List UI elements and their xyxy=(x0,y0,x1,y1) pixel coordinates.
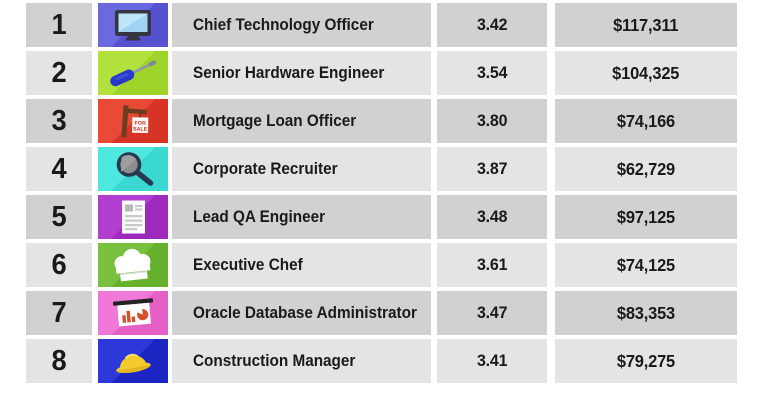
rank-cell: 8 xyxy=(26,339,92,383)
rank-number: 5 xyxy=(51,200,67,233)
rating-cell: 3.48 xyxy=(437,195,547,239)
job-title-cell: Oracle Database Administrator xyxy=(172,291,431,335)
table-row: 3 FOR SALE Mortgage Loan Officer 3.80 $74,… xyxy=(26,99,737,143)
job-title-cell: Corporate Recruiter xyxy=(172,147,431,191)
rating-value: 3.87 xyxy=(476,159,508,178)
salary-value: $74,166 xyxy=(616,110,676,131)
chef-hat-icon xyxy=(98,243,168,287)
rating-value: 3.41 xyxy=(476,351,508,370)
salary-cell: $79,275 xyxy=(555,339,737,383)
table-row: 8 Construction Manager 3.41 $79,275 xyxy=(26,339,737,383)
table-row: 7 Oracle Database Administrator 3.47 $83,3… xyxy=(26,291,737,335)
table-row: 2 Senior Hardware Engineer 3.54 $104,325 xyxy=(26,51,737,95)
svg-text:FOR: FOR xyxy=(134,121,146,127)
job-title-cell: Chief Technology Officer xyxy=(172,3,431,47)
rank-number: 6 xyxy=(51,248,67,281)
rating-cell: 3.87 xyxy=(437,147,547,191)
screwdriver-icon xyxy=(98,51,168,95)
job-title-cell: Mortgage Loan Officer xyxy=(172,99,431,143)
table-row: 6 Executive Chef 3.61 $74,125 xyxy=(26,243,737,287)
rank-number: 3 xyxy=(51,104,67,137)
job-title-cell: Senior Hardware Engineer xyxy=(172,51,431,95)
rating-value: 3.48 xyxy=(476,207,508,226)
table-row: 4 Corporate Recruiter 3.87 $62,729 xyxy=(26,147,737,191)
rating-value: 3.47 xyxy=(476,303,508,322)
rank-number: 7 xyxy=(51,296,67,329)
salary-cell: $83,353 xyxy=(555,291,737,335)
table-row: 5 Lead QA Engineer 3.48 $97,125 xyxy=(26,195,737,239)
for-sale-sign-icon: FOR SALE xyxy=(98,99,168,143)
salary-value: $117,311 xyxy=(613,14,679,35)
job-title: Oracle Database Administrator xyxy=(193,303,417,322)
rating-cell: 3.61 xyxy=(437,243,547,287)
job-title: Corporate Recruiter xyxy=(193,159,338,178)
rank-cell: 5 xyxy=(26,195,92,239)
rank-cell: 4 xyxy=(26,147,92,191)
salary-value: $83,353 xyxy=(616,302,676,323)
rating-value: 3.61 xyxy=(476,255,508,274)
rating-cell: 3.47 xyxy=(437,291,547,335)
magnifier-icon xyxy=(98,147,168,191)
job-title: Senior Hardware Engineer xyxy=(193,63,385,82)
salary-value: $97,125 xyxy=(616,206,676,227)
job-title-cell: Executive Chef xyxy=(172,243,431,287)
salary-value: $74,125 xyxy=(616,254,676,275)
rank-number: 1 xyxy=(51,8,67,41)
monitor-icon xyxy=(98,3,168,47)
rating-cell: 3.42 xyxy=(437,3,547,47)
rank-number: 2 xyxy=(51,56,67,89)
salary-value: $104,325 xyxy=(612,62,680,83)
salary-cell: $74,125 xyxy=(555,243,737,287)
rank-cell: 1 xyxy=(26,3,92,47)
rating-cell: 3.41 xyxy=(437,339,547,383)
salary-value: $62,729 xyxy=(616,158,676,179)
rating-value: 3.80 xyxy=(476,111,508,130)
salary-cell: $117,311 xyxy=(555,3,737,47)
rank-cell: 3 xyxy=(26,99,92,143)
job-title: Executive Chef xyxy=(193,255,303,274)
rank-cell: 7 xyxy=(26,291,92,335)
table-row: 1 Chief Technology Officer 3.42 $117,311 xyxy=(26,3,737,47)
rank-cell: 6 xyxy=(26,243,92,287)
salary-cell: $97,125 xyxy=(555,195,737,239)
jobs-ranking-table: 1 Chief Technology Officer 3.42 $117,311 2 … xyxy=(26,3,737,387)
rating-cell: 3.54 xyxy=(437,51,547,95)
salary-value: $79,275 xyxy=(616,350,676,371)
rating-cell: 3.80 xyxy=(437,99,547,143)
rating-value: 3.42 xyxy=(476,15,508,34)
rank-number: 8 xyxy=(51,344,67,377)
salary-cell: $104,325 xyxy=(555,51,737,95)
job-title-cell: Lead QA Engineer xyxy=(172,195,431,239)
rating-value: 3.54 xyxy=(476,63,508,82)
salary-cell: $74,166 xyxy=(555,99,737,143)
svg-text:SALE: SALE xyxy=(133,127,148,133)
job-title-cell: Construction Manager xyxy=(172,339,431,383)
presentation-chart-icon xyxy=(98,291,168,335)
salary-cell: $62,729 xyxy=(555,147,737,191)
job-title: Lead QA Engineer xyxy=(193,207,326,226)
rank-number: 4 xyxy=(51,152,67,185)
job-title: Mortgage Loan Officer xyxy=(193,111,357,130)
rank-cell: 2 xyxy=(26,51,92,95)
job-title: Chief Technology Officer xyxy=(193,15,374,34)
hard-hat-icon xyxy=(98,339,168,383)
document-icon xyxy=(98,195,168,239)
job-title: Construction Manager xyxy=(193,351,356,370)
